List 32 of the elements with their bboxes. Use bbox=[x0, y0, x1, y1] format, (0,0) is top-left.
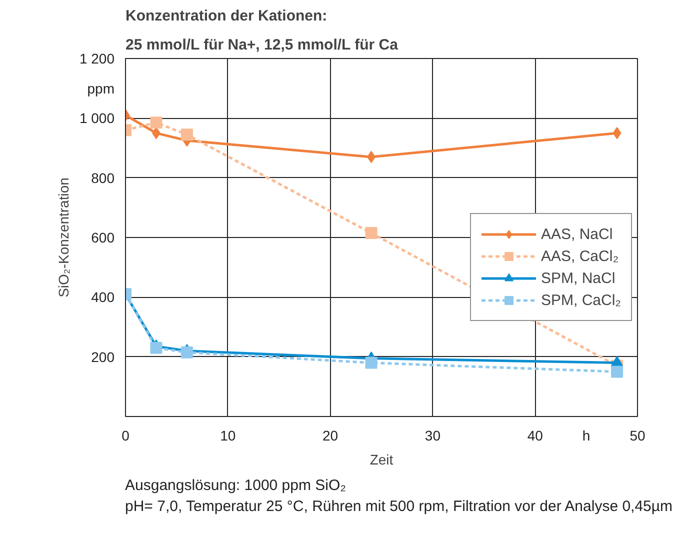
x-tick-label: 0 bbox=[122, 428, 130, 444]
legend-label: SPM, CaCl₂ bbox=[541, 292, 622, 308]
x-axis-title: Zeit bbox=[370, 452, 394, 468]
y-tick-label: 200 bbox=[91, 348, 115, 365]
y-tick-label: 1 000 bbox=[79, 110, 115, 126]
point bbox=[180, 346, 193, 358]
y-axis-title: SiO₂-Konzentration bbox=[55, 178, 72, 298]
legend-label: AAS, NaCl bbox=[541, 226, 613, 242]
x-tick-label: 50 bbox=[630, 428, 646, 444]
text: Ausgangslösung: 1000 ppm SiO₂ bbox=[125, 477, 346, 494]
y-tick-label: 800 bbox=[91, 170, 115, 186]
point bbox=[180, 128, 193, 141]
x-tick-label: 20 bbox=[322, 428, 338, 444]
point bbox=[612, 127, 622, 140]
legend-label: AAS, CaCl₂ bbox=[541, 248, 619, 264]
x-tick-label: 40 bbox=[527, 428, 544, 444]
x-tick-label: 30 bbox=[424, 428, 441, 444]
y-tick-label: 600 bbox=[91, 230, 115, 246]
chart-subtitle: 25 mmol/L für Na+, 12,5 mmol/L für Ca bbox=[126, 36, 399, 54]
point bbox=[150, 342, 162, 354]
text: pH= 7,0, Temperatur 25 °C, Rühren mit 500 rpm, Filtration vor der Analyse 0,45µm bbox=[125, 498, 673, 516]
point bbox=[150, 116, 162, 129]
point bbox=[611, 366, 624, 378]
y-tick-label: ppm bbox=[87, 80, 114, 96]
x-tick-label: 10 bbox=[220, 428, 236, 444]
point bbox=[365, 356, 378, 369]
chart-title: Konzentration der Kationen: bbox=[126, 8, 328, 24]
legend-label: SPM, NaCl bbox=[541, 270, 616, 286]
y-tick-label: 400 bbox=[91, 289, 115, 306]
point bbox=[365, 227, 378, 240]
y-tick-label: 1 200 bbox=[79, 50, 115, 66]
x-tick-label: h bbox=[582, 428, 590, 444]
